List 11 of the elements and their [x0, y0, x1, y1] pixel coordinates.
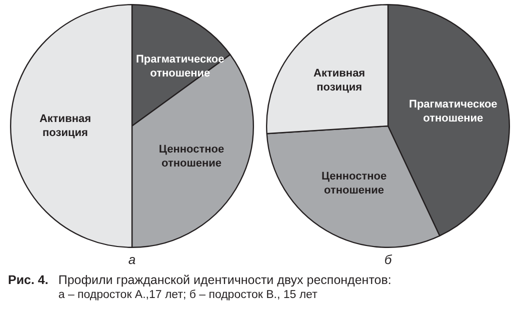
- slice-label: Ценностное отношение: [321, 170, 387, 197]
- text: б: [384, 252, 392, 267]
- text: Профили гражданской идентичности двух респондентов:: [58, 273, 392, 287]
- text: Рис. 4.: [8, 273, 48, 287]
- slice-label: Ценностное отношение: [158, 143, 224, 170]
- slice-label: Прагматическое отношение: [409, 98, 498, 124]
- slice-label: Активная позиция: [39, 113, 92, 140]
- slice-label: Прагматическое отношение: [136, 54, 224, 80]
- slice-label: Активная позиция: [314, 67, 366, 94]
- text: а: [128, 252, 136, 267]
- text: а – подросток А.,17 лет; б – подросток В., 15 лет: [58, 289, 318, 301]
